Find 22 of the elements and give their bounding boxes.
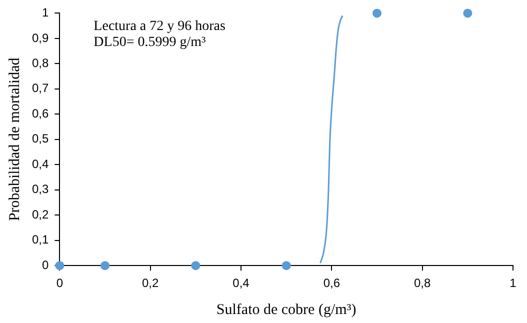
annotation: Lectura a 72 y 96 horas xyxy=(94,18,226,34)
y-axis-title: Probabilidad de mortalidad xyxy=(6,57,23,222)
x-tick-label: 0,2 xyxy=(142,276,160,290)
x-tick-label: 1 xyxy=(510,276,517,290)
x-tick-label: 0,4 xyxy=(232,276,250,290)
y-tick-label: 0,2 xyxy=(32,207,49,222)
y-tick-label: 0,5 xyxy=(32,132,49,146)
y-tick-label: 0,3 xyxy=(32,182,49,196)
y-tick-label: 0 xyxy=(42,258,49,272)
y-tick-label: 0,9 xyxy=(32,30,49,45)
x-tick-label: 0 xyxy=(56,276,64,290)
x-tick-label: 0,6 xyxy=(323,276,340,290)
x-tick-label: 0,8 xyxy=(414,276,431,290)
y-tick-label: 0,1 xyxy=(32,232,49,247)
y-tick-label: 0,8 xyxy=(32,56,49,70)
annotation: DL50= 0.5999 g/m³ xyxy=(94,34,206,50)
line-series xyxy=(320,14,344,264)
x-axis-title: Sulfato de cobre (g/m³) xyxy=(216,302,356,318)
y-tick-label: 0,4 xyxy=(32,156,49,171)
y-tick-label: 0,6 xyxy=(32,106,49,120)
y-tick-label: 1 xyxy=(42,6,49,20)
y-tick-label: 0,7 xyxy=(32,81,49,96)
